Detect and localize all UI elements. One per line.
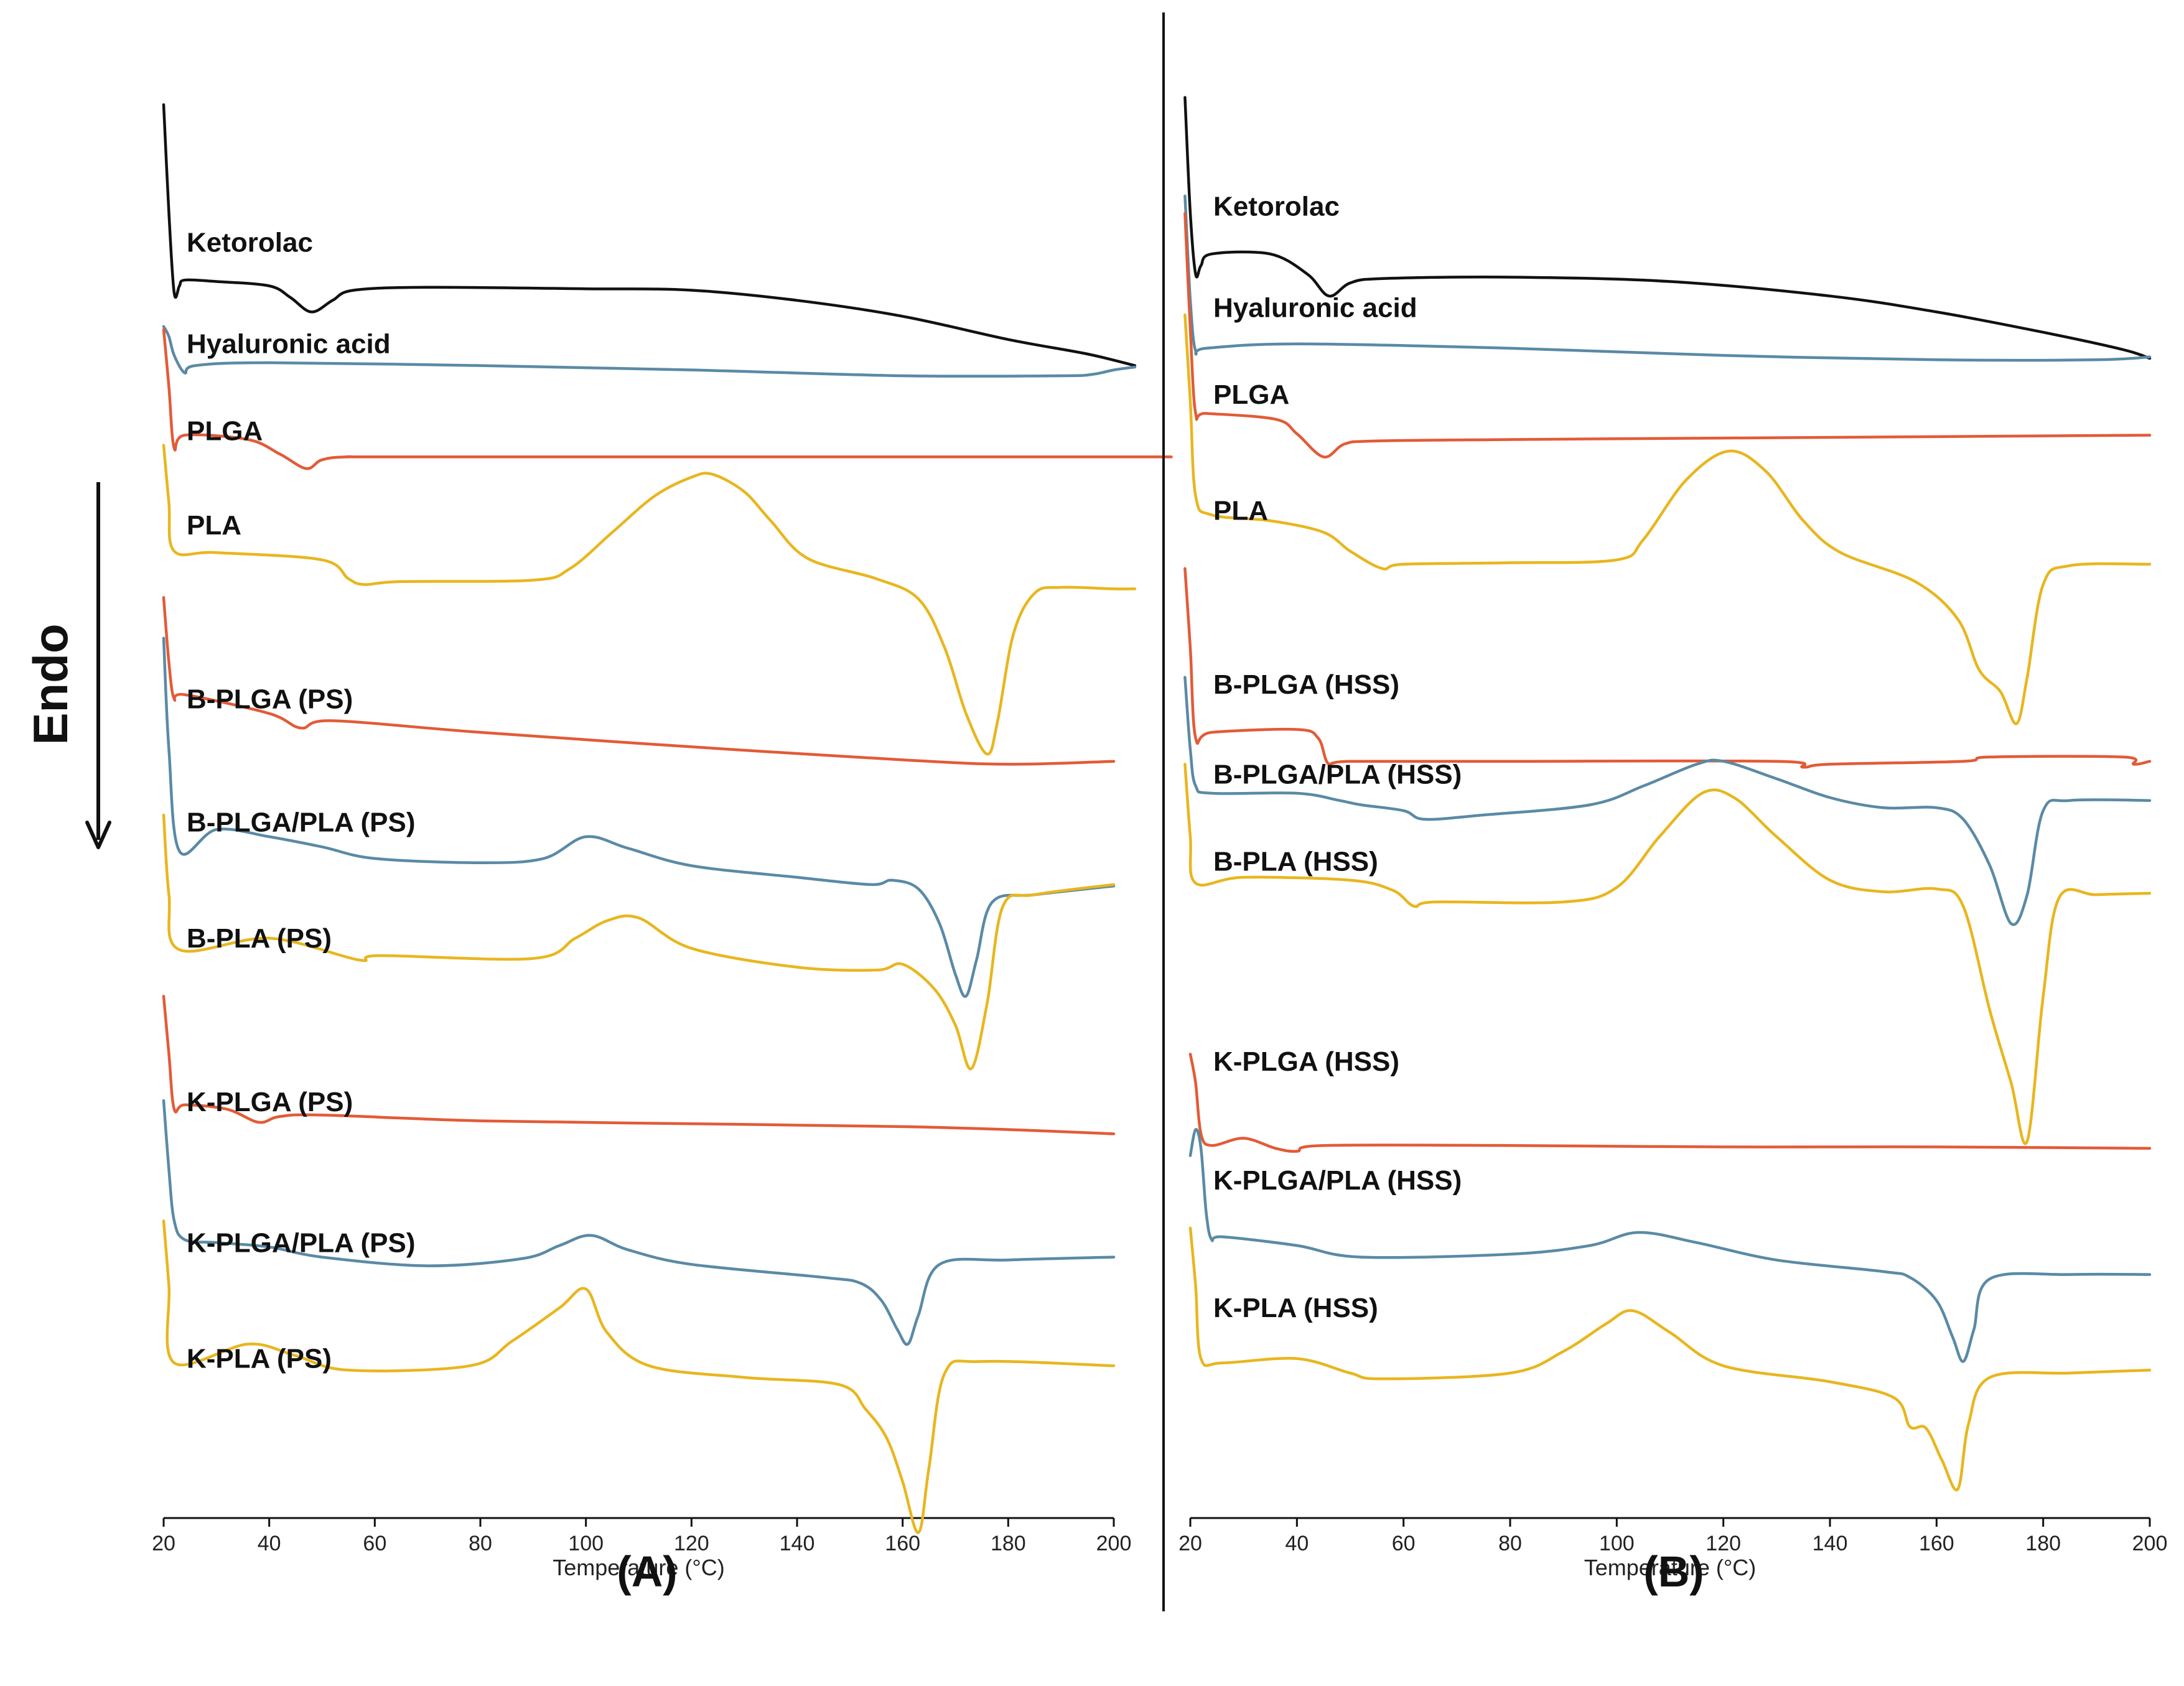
trace-b-plga-pla-hss	[1183, 676, 2152, 926]
series-label-b-plga-pla-ps: B-PLGA/PLA (PS)	[187, 808, 415, 838]
trace-pla	[1183, 313, 2152, 725]
series-label-ketorolac: Ketorolac	[1213, 191, 1340, 221]
x-tick-label: 60	[363, 1532, 386, 1555]
x-tick-label: 140	[1813, 1532, 1848, 1555]
x-tick-label: 200	[1096, 1532, 1132, 1555]
series-label-ketorolac: Ketorolac	[187, 228, 313, 258]
trace-plga	[1183, 212, 2152, 459]
trace-k-plga-pla-hss	[1188, 1128, 2152, 1363]
trace-b-pla-hss	[1183, 763, 2152, 1145]
trace-k-plga-ps	[162, 994, 1116, 1135]
series-label-b-pla-hss: B-PLA (HSS)	[1213, 846, 1378, 877]
x-tick-label: 120	[674, 1532, 709, 1555]
trace-k-plga-hss	[1188, 1053, 2152, 1153]
panel-a-chart: 20 40 60 80 100 120 140 160 180 200 Temperature (°…	[152, 103, 1173, 1580]
series-label-b-plga-pla-hss: B-PLGA/PLA (HSS)	[1213, 760, 1462, 790]
series-label-b-plga-ps: B-PLGA (PS)	[187, 684, 353, 715]
series-label-hyaluronic-acid: Hyaluronic acid	[1213, 292, 1417, 323]
series-label-pla: PLA	[1213, 496, 1268, 526]
x-tick-label: 180	[2025, 1532, 2061, 1555]
trace-pla	[162, 444, 1137, 756]
x-tick-label: 180	[991, 1532, 1026, 1555]
series-label-k-plga-pla-ps: K-PLGA/PLA (PS)	[187, 1227, 415, 1258]
panel-b-chart: 20 40 60 80 100 120 140 160 180 200 Temperature (°…	[1178, 96, 2168, 1580]
panel-label-b: (B)	[1643, 1547, 1704, 1596]
trace-ketorolac	[162, 103, 1137, 367]
trace-ketorolac	[1183, 96, 2152, 360]
trace-b-pla-ps	[162, 813, 1116, 1070]
trace-hyaluronic-acid	[162, 325, 1137, 378]
series-label-k-plga-ps: K-PLGA (PS)	[187, 1087, 353, 1117]
series-label-plga: PLGA	[187, 416, 263, 446]
series-label-k-pla-ps: K-PLA (PS)	[187, 1344, 332, 1374]
panel-label-a: (A)	[617, 1547, 677, 1596]
series-label-b-plga-hss: B-PLGA (HSS)	[1213, 669, 1399, 700]
x-tick-label: 120	[1706, 1532, 1741, 1555]
series-label-plga: PLGA	[1213, 380, 1289, 410]
series-label-k-pla-hss: K-PLA (HSS)	[1213, 1293, 1378, 1323]
endo-indicator: Endo	[23, 482, 111, 849]
x-tick-label: 140	[780, 1532, 815, 1555]
series-label-k-plga-hss: K-PLGA (HSS)	[1213, 1046, 1399, 1077]
x-tick-label: 200	[2132, 1532, 2168, 1555]
endo-arrow-head-icon	[85, 821, 111, 849]
trace-b-plga-pla-ps	[162, 636, 1116, 998]
trace-k-pla-ps	[162, 1219, 1116, 1534]
trace-hyaluronic-acid	[1183, 194, 2152, 362]
x-tick-label: 60	[1392, 1532, 1416, 1555]
series-label-b-pla-ps: B-PLA (PS)	[187, 923, 332, 954]
series-label-pla: PLA	[187, 510, 241, 541]
series-label-hyaluronic-acid: Hyaluronic acid	[187, 329, 391, 360]
x-tick-label: 100	[568, 1532, 604, 1555]
endo-label: Endo	[23, 624, 78, 745]
x-tick-label: 20	[152, 1532, 175, 1555]
x-tick-label: 160	[885, 1532, 920, 1555]
x-tick-label: 80	[1498, 1532, 1522, 1555]
trace-b-plga-hss	[1183, 567, 2152, 769]
x-axis-title: Temperature (°C)	[553, 1555, 724, 1580]
x-tick-label: 40	[258, 1532, 281, 1555]
x-axis-title: Temperature (°C)	[1584, 1555, 1756, 1580]
x-tick-label: 100	[1599, 1532, 1635, 1555]
x-tick-label: 40	[1285, 1532, 1309, 1555]
series-label-k-plga-pla-hss: K-PLGA/PLA (HSS)	[1213, 1165, 1462, 1196]
x-tick-label: 20	[1178, 1532, 1202, 1555]
trace-plga	[162, 328, 1173, 470]
trace-b-plga-ps	[162, 596, 1116, 766]
trace-k-pla-hss	[1188, 1226, 2152, 1492]
x-tick-label: 160	[1919, 1532, 1954, 1555]
x-tick-label: 80	[469, 1532, 492, 1555]
trace-k-plga-pla-ps	[162, 1099, 1116, 1346]
